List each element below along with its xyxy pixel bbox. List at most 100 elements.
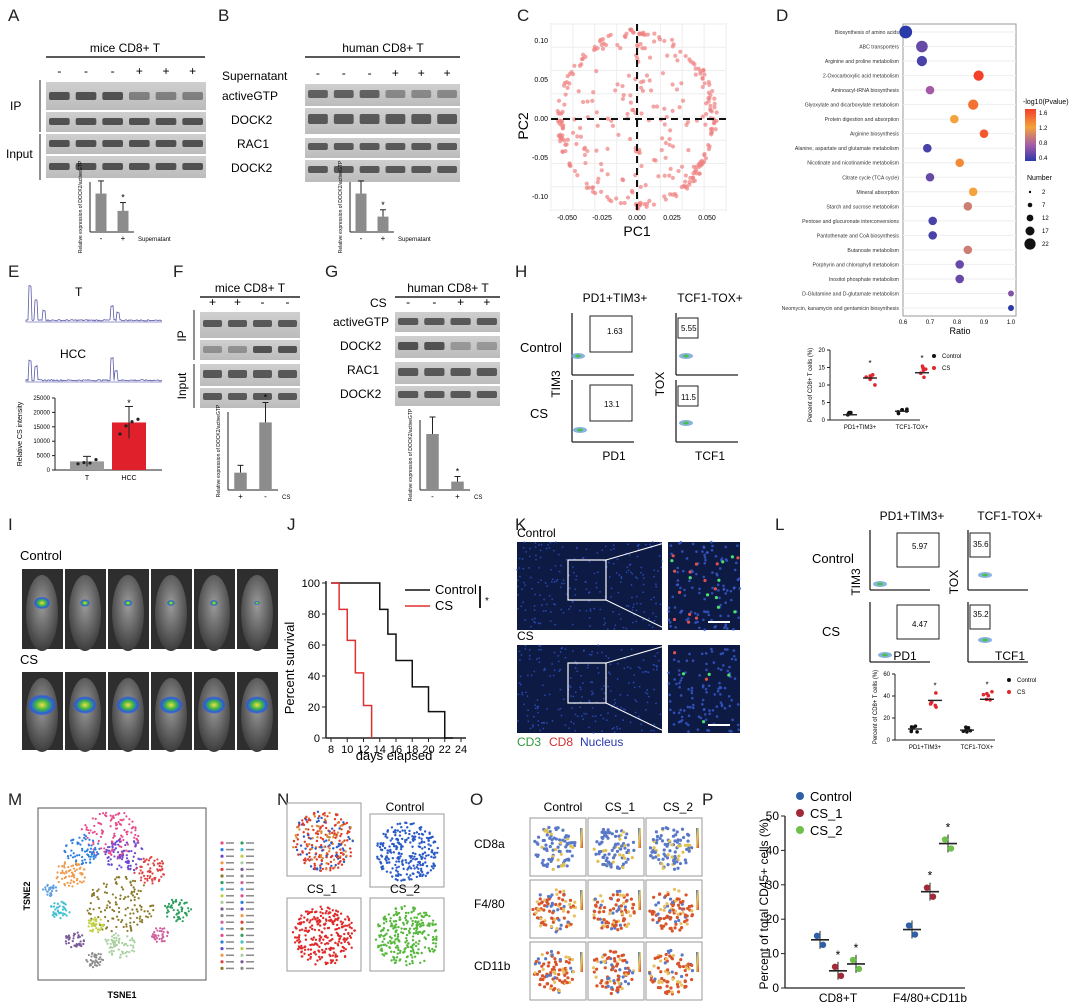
tsne-point [75, 854, 79, 857]
marker-cell [730, 555, 735, 559]
tsne-point [56, 875, 59, 879]
feature-point [618, 984, 622, 989]
blot-band [411, 90, 432, 98]
tsne-point [149, 875, 152, 878]
feature-point [559, 923, 563, 927]
tsne-point [326, 815, 329, 818]
tsne-point [404, 911, 408, 915]
data-point [831, 963, 839, 970]
nucleus-dot [585, 548, 588, 551]
tsne-point [96, 890, 99, 893]
tsne-point [160, 865, 163, 868]
tsne-point [79, 940, 82, 943]
nucleus-dot [655, 666, 658, 668]
tsne-point [313, 866, 316, 870]
feature-point [657, 979, 661, 983]
tsne-point [90, 925, 94, 928]
tsne-point [312, 828, 315, 832]
nucleus-dot [627, 605, 630, 607]
tsne-point [318, 955, 321, 959]
pca-point [714, 110, 719, 115]
feature-point [666, 842, 670, 846]
tsne-point [320, 930, 323, 934]
pathway-label: Arginine biosynthesis [850, 132, 899, 138]
tsne-point [303, 952, 306, 955]
tsne-point [309, 919, 312, 922]
y-tick-label: 0 [772, 981, 779, 995]
tsne-point [300, 951, 303, 954]
marker-cell [701, 720, 706, 724]
feature-point [557, 988, 561, 993]
tsne-point [130, 949, 134, 952]
sign-mark: + [392, 66, 399, 80]
pca-point [667, 136, 672, 142]
feature-point [562, 862, 566, 866]
tsne-point [404, 919, 408, 922]
scatter-ylabel: Percent of CD8+ T cells (%) [808, 348, 814, 422]
feature-point [651, 980, 655, 984]
blot-label-cs: CS [370, 296, 387, 310]
nucleus-dot [607, 685, 610, 688]
marker-cell [673, 651, 677, 655]
tsne-point [48, 894, 52, 897]
tsne-point [318, 939, 321, 942]
nucleus-dot [719, 603, 722, 607]
tsne-point [394, 863, 397, 867]
nucleus-dot [640, 566, 643, 569]
nucleus-dot [642, 591, 644, 594]
feature-point [545, 833, 549, 837]
p-ylabel: Percent of total CD45+ cells (%) [757, 818, 771, 989]
tsne-point [150, 915, 153, 918]
feature-point [656, 966, 660, 970]
tsne-point [84, 823, 87, 827]
tsne-point [121, 854, 125, 857]
cluster-swatch [240, 874, 244, 878]
tsne-point [343, 940, 346, 944]
tsne-point [99, 835, 103, 838]
tsne-point [316, 832, 320, 836]
tsne-point [427, 923, 431, 927]
tsne-point [52, 886, 55, 889]
tsne-point [328, 811, 331, 815]
tsne-point [305, 820, 309, 823]
tsne-point [415, 875, 419, 879]
tsne-point [348, 923, 351, 926]
tsne-point [399, 847, 403, 851]
legend-label: CS [1017, 690, 1025, 696]
feature-point [538, 893, 542, 897]
nucleus-dot [631, 573, 634, 575]
feature-point [671, 953, 676, 958]
pathway-label: ABC transporters [859, 45, 899, 51]
nucleus-dot [592, 732, 595, 734]
pca-point [593, 46, 598, 52]
feature-point [684, 893, 688, 897]
pca-point [638, 200, 643, 205]
tsne-point [320, 907, 324, 911]
nucleus-dot [540, 579, 542, 582]
tsne-point [400, 860, 404, 863]
tsne-point [187, 910, 190, 913]
nucleus-dot [539, 549, 542, 552]
pca-point [622, 200, 627, 206]
flow-row-cs: CS [822, 624, 840, 639]
tsne-point [313, 928, 317, 932]
feature-point [554, 962, 558, 967]
feature-point [666, 980, 670, 984]
y-tick-label: 20 [766, 912, 780, 926]
tsne-point [353, 929, 356, 932]
data-point [941, 836, 949, 843]
x-tick-label: 1.0 [1007, 320, 1016, 326]
survival-ylabel: Percent survival [282, 622, 297, 715]
x-tick-label: 0.050 [698, 215, 716, 222]
y-tick-label: 20 [308, 702, 320, 714]
nucleus-dot [618, 574, 621, 576]
feature-point [553, 971, 557, 975]
gate-percent: 13.1 [604, 400, 620, 409]
tsne-point [301, 819, 304, 822]
feature-point [564, 959, 568, 964]
tsne-point [159, 869, 162, 872]
tsne-point [146, 870, 150, 873]
tsne-point [415, 831, 419, 834]
feature-point [606, 836, 610, 840]
